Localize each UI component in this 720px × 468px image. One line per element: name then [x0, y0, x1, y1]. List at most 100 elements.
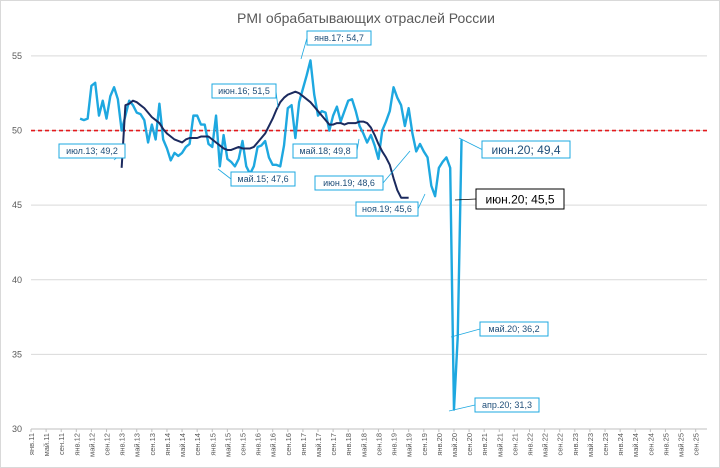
data-point [120, 129, 123, 132]
x-tick-label: янв.24 [616, 433, 625, 456]
data-point [282, 96, 285, 99]
data-point [267, 124, 270, 127]
annotation-label: июн.16; 51,5 [218, 86, 270, 96]
data-point [241, 147, 244, 150]
data-point [78, 117, 81, 120]
x-tick-label: май.20 [450, 433, 459, 457]
x-axis: янв.11 май.11 сен.11 янв.12 май.12 сен.12 янв.… [27, 429, 701, 457]
data-point [316, 110, 319, 113]
data-point [97, 114, 100, 117]
annotation-box [314, 175, 384, 191]
data-point [146, 141, 149, 144]
data-point [430, 184, 433, 187]
annotation-leader [458, 137, 483, 150]
annotation-label: май.20; 36,2 [488, 324, 539, 334]
data-point [222, 133, 225, 136]
annotation-box [355, 201, 419, 217]
data-point [396, 96, 399, 99]
data-point [286, 93, 289, 96]
data-point [305, 98, 308, 101]
data-point [271, 163, 274, 166]
data-point [320, 110, 323, 113]
data-point [154, 138, 157, 141]
data-point [377, 157, 380, 160]
data-point [124, 104, 127, 107]
data-point [260, 136, 263, 139]
data-point [256, 145, 259, 148]
y-tick-label: 30 [12, 424, 22, 434]
x-tick-label: сен.19 [420, 433, 429, 456]
data-point [146, 111, 149, 114]
x-tick-label: янв.22 [526, 433, 535, 456]
data-point [162, 138, 165, 141]
annotation-label: июн.20; 45,5 [485, 193, 554, 207]
data-point [105, 117, 108, 120]
annotation-label: ноя.19; 45,6 [362, 204, 412, 214]
x-tick-label: май.13 [133, 433, 142, 457]
annotation-box [58, 143, 126, 159]
data-point [381, 150, 384, 153]
data-point [192, 136, 195, 139]
data-point [313, 93, 316, 96]
data-point [169, 135, 172, 138]
data-point [328, 129, 331, 132]
data-point [109, 95, 112, 98]
data-point [188, 142, 191, 145]
annotation-box [211, 83, 277, 99]
data-point [230, 160, 233, 163]
data-point [82, 118, 85, 121]
data-point [343, 110, 346, 113]
data-point [165, 132, 168, 135]
x-tick-label: май.24 [631, 433, 640, 457]
data-point [388, 110, 391, 113]
data-point [384, 156, 387, 159]
x-tick-label: май.25 [677, 433, 686, 457]
y-tick-label: 45 [12, 200, 22, 210]
data-point [294, 90, 297, 93]
data-point [173, 138, 176, 141]
data-point [143, 107, 146, 110]
data-point [381, 129, 384, 132]
data-point [112, 86, 115, 89]
data-point [366, 141, 369, 144]
annotation-box [230, 171, 296, 187]
gridlines [31, 55, 707, 430]
data-point [150, 116, 153, 119]
x-tick-label: янв.16 [254, 433, 263, 456]
data-point [154, 118, 157, 121]
x-tick-label: май.19 [405, 433, 414, 457]
data-point [298, 101, 301, 104]
data-point [177, 139, 180, 142]
data-point [449, 166, 452, 169]
data-point [192, 114, 195, 117]
annotation-leader [454, 198, 477, 201]
data-point [252, 165, 255, 168]
x-tick-label: янв.12 [72, 433, 81, 456]
data-point [415, 150, 418, 153]
data-point [377, 142, 380, 145]
data-point [158, 102, 161, 105]
data-point [128, 102, 131, 105]
data-point [347, 121, 350, 124]
data-point [279, 101, 282, 104]
data-point [403, 124, 406, 127]
data-point [396, 189, 399, 192]
data-point [264, 139, 267, 142]
annotation-label: июн.19; 48,6 [323, 178, 375, 188]
y-axis: 30 35 40 45 50 55 [12, 51, 707, 434]
data-point [392, 177, 395, 180]
data-point [358, 120, 361, 123]
annotation-leader [300, 37, 308, 60]
data-point [203, 135, 206, 138]
x-tick-label: сен.15 [238, 433, 247, 456]
annotation-leader [382, 150, 411, 184]
data-point [350, 121, 353, 124]
data-point [400, 196, 403, 199]
data-point [207, 135, 210, 138]
data-point [313, 105, 316, 108]
data-point [222, 147, 225, 150]
x-tick-label: сен.14 [193, 433, 202, 456]
x-tick-label: сен.13 [148, 433, 157, 456]
x-tick-label: янв.13 [118, 433, 127, 456]
